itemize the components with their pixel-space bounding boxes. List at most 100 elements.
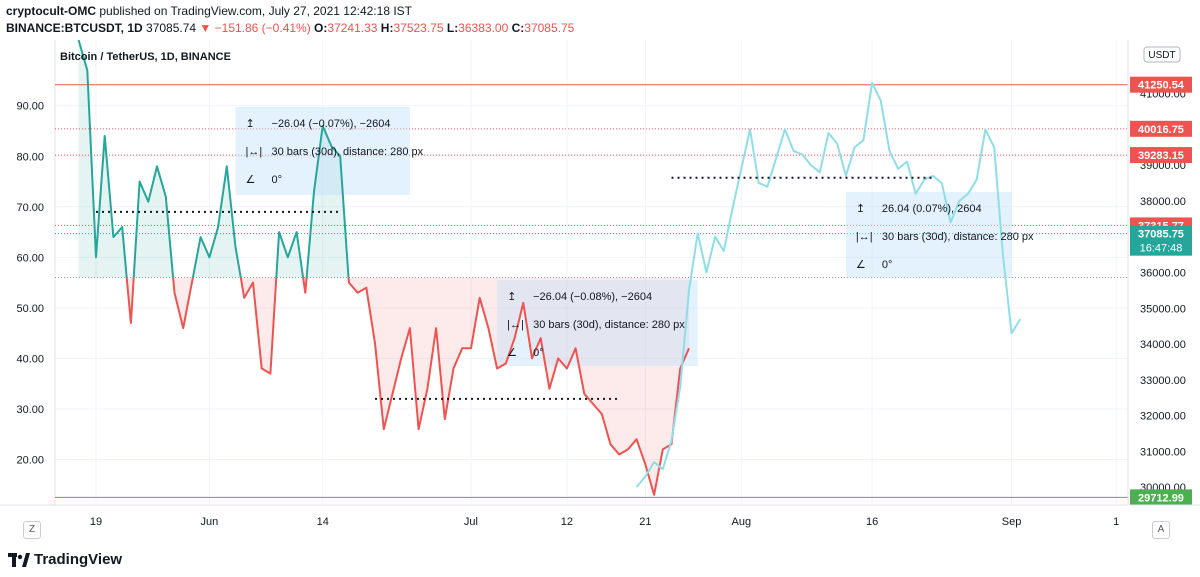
level-badge (1130, 147, 1192, 164)
measure-row-label: −26.04 (−0.08%), −2604 (533, 291, 652, 303)
series-line-segment (302, 277, 308, 294)
time-axis-tick: 14 (317, 516, 329, 528)
last-price: 37085.74 (146, 21, 197, 35)
level-label: 41250.54 (1138, 80, 1185, 92)
auto-scale-button[interactable]: A (1152, 521, 1170, 539)
level-badge (1130, 120, 1192, 137)
open-value: 37241.33 (327, 21, 378, 35)
series-line-segment (191, 165, 242, 278)
area-fill (78, 40, 127, 278)
measure-row-label: 0° (272, 174, 283, 186)
measure-labels: ↥ −26.04 (−0.07%), −2604 |↔| 30 bars (30d),… (246, 118, 1035, 359)
series-line-segment (125, 277, 135, 324)
measure-row-icon: ∠ (856, 259, 866, 271)
area-fill (133, 166, 174, 278)
time-axis-tick: 12 (561, 516, 573, 528)
left-axis-tick: 60.00 (16, 252, 44, 264)
measure-row-label: 26.04 (0.07%), 2604 (882, 203, 982, 215)
right-axis-tick: 33000.00 (1140, 375, 1186, 387)
tradingview-footer: TradingView (8, 551, 122, 568)
measure-box (235, 107, 410, 195)
area-fill (348, 277, 689, 495)
left-axis-tick: 50.00 (16, 303, 44, 315)
low-value: 36383.00 (458, 21, 509, 35)
right-axis-tick: 36000.00 (1140, 268, 1186, 280)
low-label: L: (446, 21, 459, 35)
left-axis-tick: 80.00 (16, 151, 44, 163)
measure-row-icon: |↔| (507, 319, 524, 331)
symbol-label: BINANCE:BTCUSDT, 1D (6, 21, 143, 35)
series-line-segment (305, 124, 350, 278)
left-axis-tick: 90.00 (16, 101, 44, 113)
left-axis: 90.00 80.00 70.00 60.00 50.00 40.00 30.00 20.00 (16, 101, 44, 467)
measure-row-icon: ↥ (507, 291, 516, 303)
measure-row-label: 0° (533, 347, 544, 359)
time-axis-tick: Jun (200, 516, 218, 528)
time-axis-tick: Jul (464, 516, 478, 528)
right-axis: 41000.0040000.0039000.0038000.0037000.00… (1127, 40, 1192, 506)
measure-row-icon: |↔| (246, 146, 263, 158)
high-label: H: (380, 21, 394, 35)
time-axis-tick: 21 (639, 516, 651, 528)
measure-row-icon: ↥ (856, 203, 865, 215)
currency-label: USDT (1148, 50, 1175, 61)
measure-boxes (235, 107, 1012, 366)
price-levels (55, 84, 1128, 498)
area-fill (240, 277, 277, 374)
level-label: 29712.99 (1138, 492, 1184, 504)
measure-row-label: 0° (882, 259, 893, 271)
time-axis-tick: 19 (90, 516, 102, 528)
grid (54, 40, 1128, 505)
open-label: O: (314, 21, 328, 35)
publish-info: published on TradingView.com, July 27, 2… (99, 4, 412, 18)
series-line-segment (347, 277, 690, 496)
publish-line: cryptocult-OMC published on TradingView.… (6, 4, 412, 18)
dotted-trendlines (96, 176, 934, 400)
measure-row-label: 30 bars (30d), distance: 280 px (882, 231, 1034, 243)
projection-line (635, 81, 1022, 488)
area-fill (173, 277, 193, 329)
left-axis-tick: 40.00 (16, 353, 44, 365)
price-chart[interactable]: ↥ −26.04 (−0.07%), −2604 |↔| 30 bars (30d),… (0, 40, 1200, 545)
level-label: 37085.75 (1138, 229, 1184, 241)
measure-box (845, 192, 1012, 278)
level-badge (1130, 225, 1192, 256)
ohlc-line: BINANCE:BTCUSDT, 1D 37085.74 ▼ −151.86 (… (6, 21, 574, 35)
close-value: 37085.75 (524, 21, 575, 35)
measure-row-label: 30 bars (30d), distance: 280 px (533, 319, 685, 331)
level-badge (1130, 76, 1192, 93)
high-value: 37523.75 (393, 21, 444, 35)
left-axis-tick: 20.00 (16, 455, 44, 467)
right-axis-tick: 38000.00 (1140, 196, 1186, 208)
level-label: 40016.75 (1138, 124, 1184, 136)
level-badge (1130, 489, 1192, 506)
left-axis-tick: 70.00 (16, 202, 44, 214)
series-line-segment (172, 277, 194, 330)
series-line-segment (239, 277, 278, 375)
time-axis: 19 Jun 14 Jul 12 21 Aug 16 Sep 1 (0, 504, 1200, 528)
measure-row-label: 30 bars (30d), distance: 280 px (272, 146, 424, 158)
time-axis-tick: 1 (1113, 516, 1119, 528)
measure-row-icon: ∠ (246, 174, 256, 186)
area-fill (306, 125, 349, 278)
zoom-toggle-button[interactable]: Z (23, 521, 41, 539)
tradingview-logo-icon (8, 552, 30, 567)
publisher-name: cryptocult-OMC (6, 4, 96, 18)
measure-row-icon: ↥ (246, 118, 255, 130)
currency-badge (1143, 46, 1181, 63)
level-label: 39283.15 (1138, 150, 1184, 162)
close-label: C: (511, 21, 525, 35)
right-axis-tick: 34000.00 (1140, 339, 1186, 351)
series-line-segment (275, 231, 305, 278)
measure-row-label: −26.04 (−0.07%), −2604 (272, 118, 391, 130)
left-axis-tick: 30.00 (16, 404, 44, 416)
series-line-segment (77, 40, 128, 278)
time-axis-tick: Aug (731, 516, 751, 528)
level-sublabel: 16:47:48 (1140, 243, 1183, 255)
right-axis-tick: 32000.00 (1140, 411, 1186, 423)
right-axis-tick: 39000.00 (1140, 160, 1186, 172)
tradingview-brand: TradingView (34, 551, 123, 568)
chart-title: Bitcoin / TetherUS, 1D, BINANCE (60, 51, 231, 63)
price-change: ▼ −151.86 (−0.41%) (199, 21, 311, 35)
time-axis-tick: 16 (866, 516, 878, 528)
